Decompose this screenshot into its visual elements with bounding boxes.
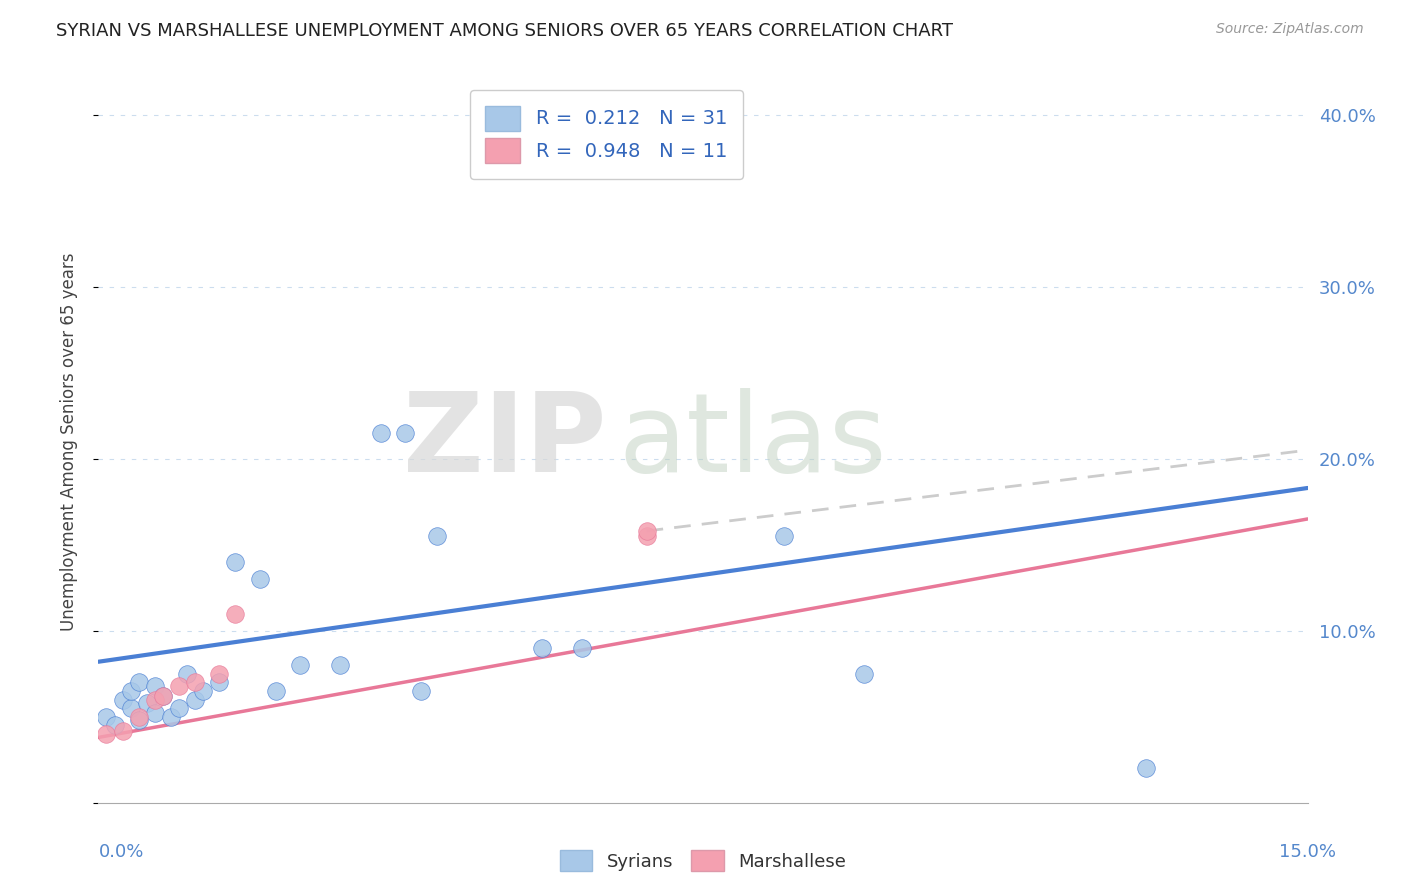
Text: 0.0%: 0.0% [98,843,143,861]
Point [370,425,392,440]
Point [249,572,271,586]
Point [111,723,134,738]
Text: ZIP: ZIP [404,388,606,495]
Point [103,718,125,732]
Point [409,684,432,698]
Point [96,710,118,724]
Point [160,710,183,724]
Point [329,658,352,673]
Point [184,692,207,706]
Point [636,524,658,538]
Point [120,701,142,715]
Point [530,640,553,655]
Point [96,727,118,741]
Point [152,689,174,703]
Point [224,607,246,621]
Point [120,684,142,698]
Text: atlas: atlas [619,388,887,495]
Point [128,713,150,727]
Point [184,675,207,690]
Point [264,684,287,698]
Point [143,706,166,721]
Point [143,679,166,693]
Point [208,666,231,681]
Point [111,692,134,706]
Point [143,692,166,706]
Point [571,640,593,655]
Legend: R =  0.212   N = 31, R =  0.948   N = 11: R = 0.212 N = 31, R = 0.948 N = 11 [470,90,742,179]
Point [288,658,311,673]
Point [167,679,190,693]
Y-axis label: Unemployment Among Seniors over 65 years: Unemployment Among Seniors over 65 years [59,252,77,631]
Point [208,675,231,690]
Text: 15.0%: 15.0% [1278,843,1336,861]
Point [176,666,198,681]
Point [167,701,190,715]
Point [135,696,157,710]
Point [193,684,215,698]
Text: Source: ZipAtlas.com: Source: ZipAtlas.com [1216,22,1364,37]
Text: SYRIAN VS MARSHALLESE UNEMPLOYMENT AMONG SENIORS OVER 65 YEARS CORRELATION CHART: SYRIAN VS MARSHALLESE UNEMPLOYMENT AMONG… [56,22,953,40]
Point [1135,761,1157,775]
Point [426,529,449,543]
Point [772,529,794,543]
Point [152,689,174,703]
Point [394,425,416,440]
Point [636,529,658,543]
Point [224,555,246,569]
Point [853,666,876,681]
Point [128,675,150,690]
Point [128,710,150,724]
Legend: Syrians, Marshallese: Syrians, Marshallese [553,843,853,879]
